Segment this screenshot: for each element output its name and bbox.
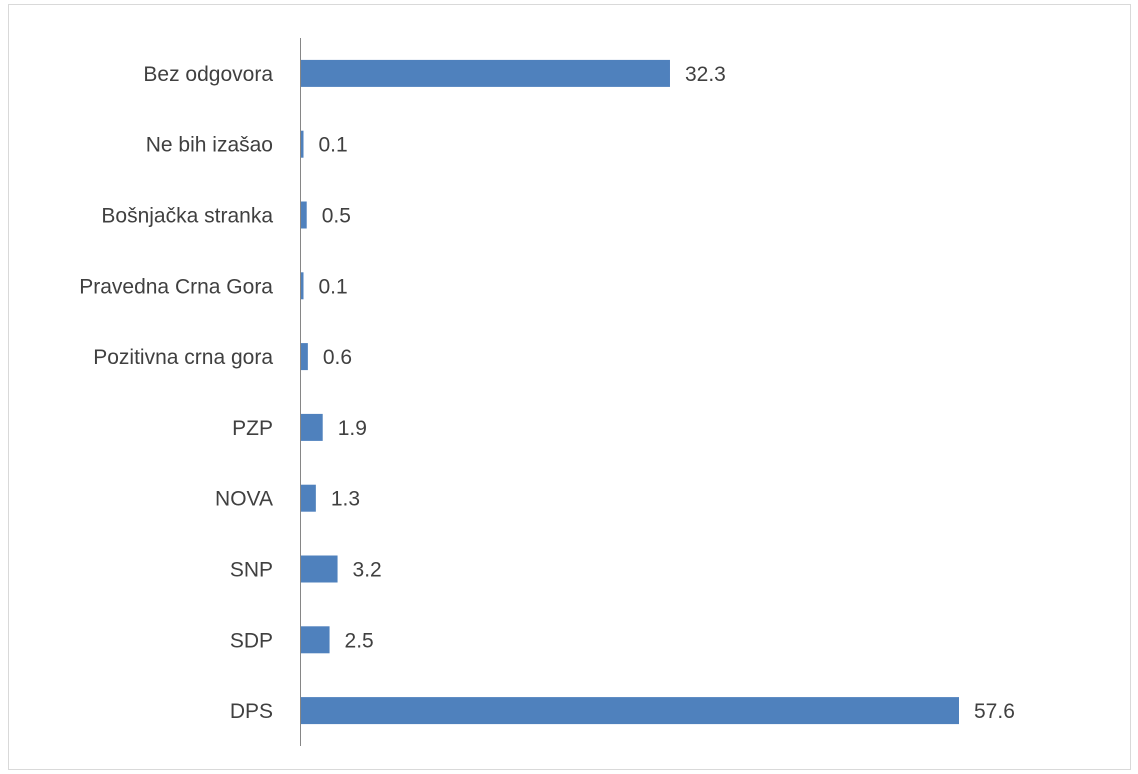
data-label: 3.2 <box>353 559 382 582</box>
bar <box>301 484 316 512</box>
bar <box>301 130 304 158</box>
data-label: 32.3 <box>685 63 726 86</box>
data-label: 1.3 <box>331 488 360 511</box>
y-tick-label: Bez odgovora <box>143 63 273 86</box>
y-tick-label: SDP <box>230 629 273 652</box>
data-label: 2.5 <box>345 629 374 652</box>
data-label: 0.1 <box>319 275 348 298</box>
data-label: 57.6 <box>974 700 1015 723</box>
bar <box>301 59 670 87</box>
y-tick-label: Ne bih izašao <box>146 134 273 157</box>
bar <box>301 626 330 654</box>
y-tick-label: SNP <box>230 559 273 582</box>
y-tick-label: Pozitivna crna gora <box>93 346 273 369</box>
bar <box>301 413 323 441</box>
data-label: 0.5 <box>322 205 351 228</box>
y-tick-label: PZP <box>232 417 273 440</box>
y-tick-label: NOVA <box>215 488 273 511</box>
bar <box>301 555 338 583</box>
bar <box>301 272 304 300</box>
data-label: 0.1 <box>319 134 348 157</box>
y-tick-label: DPS <box>230 700 273 723</box>
bar <box>301 343 308 371</box>
chart-border <box>8 4 1131 770</box>
y-tick-label: Bošnjačka stranka <box>101 205 273 228</box>
data-label: 0.6 <box>323 346 352 369</box>
y-tick-label: Pravedna Crna Gora <box>79 275 273 298</box>
bar <box>301 201 307 229</box>
bar <box>301 697 959 725</box>
data-label: 1.9 <box>338 417 367 440</box>
